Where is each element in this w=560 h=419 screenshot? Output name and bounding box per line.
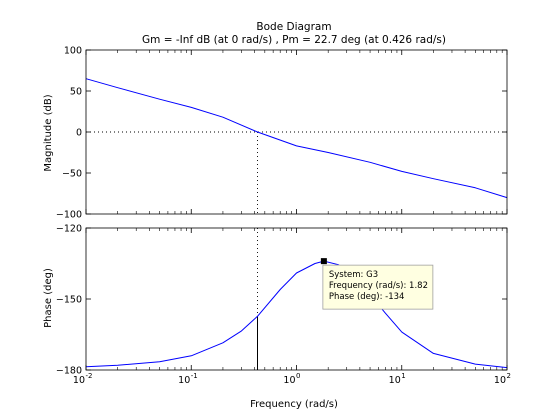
y-tick-label: 0 (76, 128, 82, 139)
y-tick-label: −150 (56, 295, 82, 306)
y-tick-label: −120 (56, 224, 82, 235)
series-line (85, 260, 508, 369)
x-tick-label-base: 10 (494, 375, 506, 386)
x-tick-label-base: 10 (389, 375, 401, 386)
x-tick-label-base: 10 (283, 375, 295, 386)
y-tick-label: −100 (56, 210, 82, 221)
chart-subtitle: Gm = -Inf dB (at 0 rad/s) , Pm = 22.7 de… (142, 34, 446, 46)
y-tick-label: 50 (70, 87, 82, 98)
series-line (85, 78, 508, 199)
x-tick-label-base: 10 (178, 375, 190, 386)
magnitude-y-axis-label: Magnitude (dB) (43, 94, 54, 171)
plot-background (86, 50, 507, 214)
x-tick-label-base: 10 (73, 375, 85, 386)
x-tick-label-exponent: 2 (507, 372, 511, 380)
axes-frame (85, 227, 508, 371)
x-tick-label-exponent: 0 (296, 372, 300, 380)
y-tick-label: −180 (56, 366, 82, 377)
x-tick-label-exponent: -2 (86, 372, 93, 380)
datatip-box (322, 264, 434, 310)
datatip-line: Phase (deg): -134 (329, 292, 405, 302)
x-tick-label-exponent: 1 (401, 372, 405, 380)
x-axis-label: Frequency (rad/s) (250, 399, 338, 410)
datatip-marker (320, 258, 327, 265)
chart-title: Bode Diagram (256, 21, 331, 33)
datatip-line: System: G3 (329, 270, 378, 280)
axes-frame (85, 49, 508, 215)
datatip-line: Frequency (rad/s): 1.82 (329, 281, 428, 291)
x-tick-label-exponent: -1 (191, 372, 198, 380)
plot-background (86, 228, 507, 370)
phase-y-axis-label: Phase (deg) (43, 268, 54, 328)
y-tick-label: 100 (64, 46, 82, 57)
y-tick-label: −50 (62, 169, 82, 180)
magnitude-axes: 100 50 0 −50 −100 (56, 46, 508, 221)
